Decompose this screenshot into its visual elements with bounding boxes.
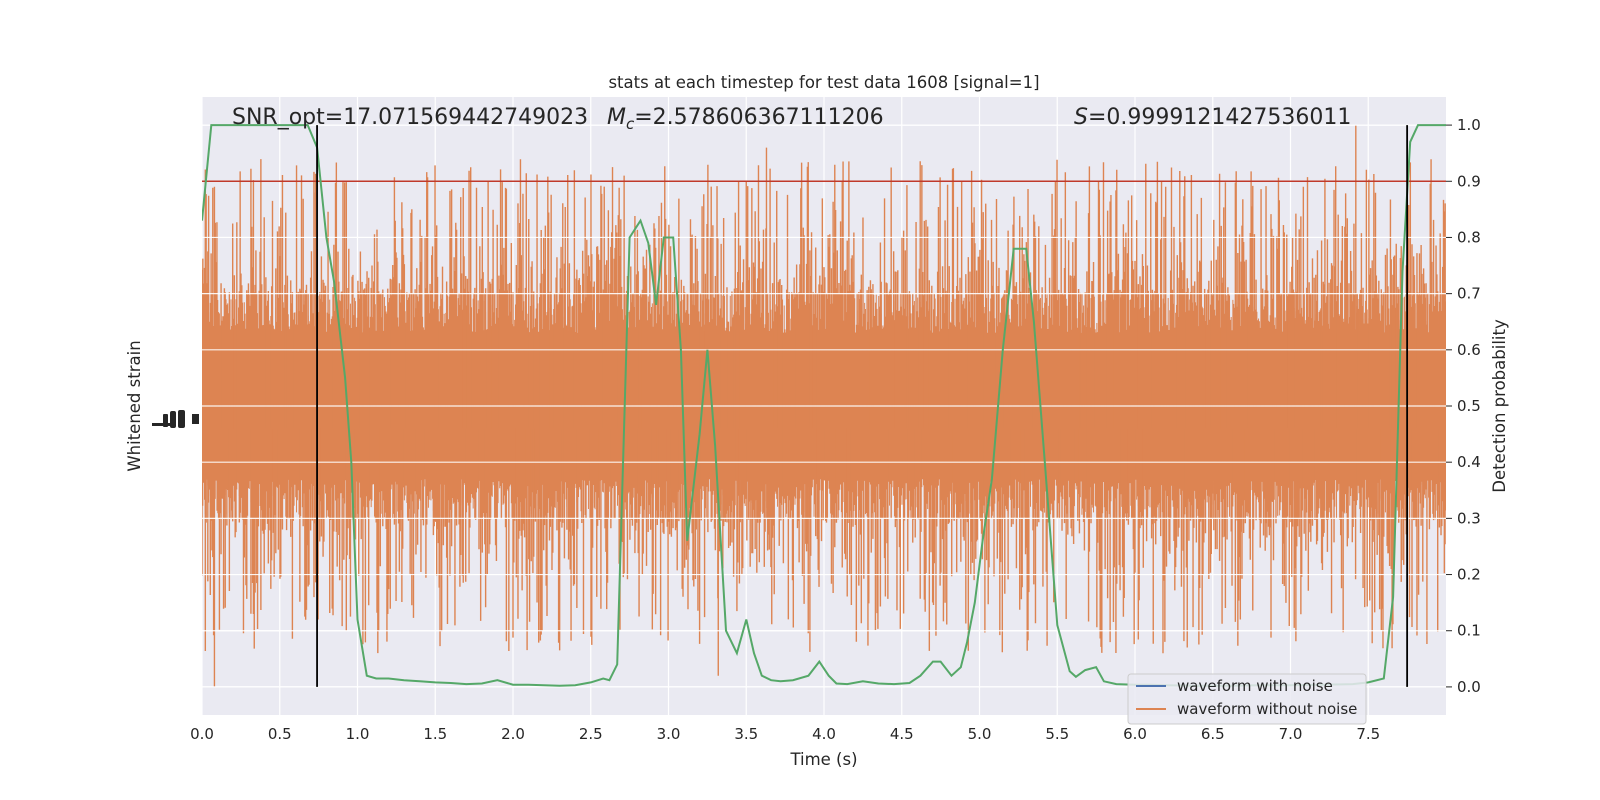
y-tick-label-right: 0.0 — [1457, 678, 1481, 696]
x-tick-label: 6.5 — [1201, 725, 1225, 743]
x-tick-label: 3.0 — [657, 725, 681, 743]
left-axis-overlapping-ticks — [152, 410, 199, 428]
x-tick-label: 5.0 — [968, 725, 992, 743]
detection-statistic-value: =0.9999121427536011 — [1088, 105, 1351, 130]
detection-statistic-annotation: S=0.9999121427536011 — [1074, 105, 1351, 130]
legend-box — [1127, 673, 1367, 725]
y-tick-label-right: 0.3 — [1457, 509, 1481, 527]
y-tick-label-right: 0.2 — [1457, 566, 1481, 584]
legend-label-without-noise: waveform without noise — [1177, 700, 1357, 718]
x-tick-label: 1.0 — [346, 725, 370, 743]
x-tick-label: 0.5 — [268, 725, 292, 743]
chart-title: stats at each timestep for test data 160… — [608, 73, 1039, 92]
y-tick-label-right: 0.7 — [1457, 285, 1481, 303]
x-tick-label: 0.0 — [190, 725, 214, 743]
y-axis-right-label: Detection probability — [1490, 319, 1509, 493]
chirp-mass-value: =2.578606367111206 — [634, 105, 883, 130]
x-tick-label: 1.5 — [423, 725, 447, 743]
chirp-mass-annotation: Mc=2.578606367111206 — [607, 105, 884, 133]
y-tick-label-right: 0.8 — [1457, 228, 1481, 246]
x-axis-ticks: 0.0 0.5 1.0 1.5 2.0 2.5 3.0 3.5 4.0 4.5 5.0 5.5 6.0 6… — [190, 725, 1380, 743]
x-tick-label: 6.0 — [1123, 725, 1147, 743]
x-tick-label: 3.5 — [734, 725, 758, 743]
y-tick-label-right: 1.0 — [1457, 116, 1481, 134]
y-tick-label-right: 0.1 — [1457, 622, 1481, 640]
y-tick-label-right: 0.9 — [1457, 172, 1481, 190]
chirp-mass-symbol: M — [607, 105, 626, 130]
y-axis-right-ticks: 0.0 0.1 0.2 0.3 0.4 0.5 0.6 0.7 0.8 0.9 1.0 — [1446, 116, 1481, 696]
x-tick-label: 7.0 — [1279, 725, 1303, 743]
y-tick-label-right: 0.4 — [1457, 453, 1481, 471]
snr-annotation: SNR_opt=17.071569442749023 — [232, 105, 588, 130]
y-tick-label-right: 0.6 — [1457, 341, 1481, 359]
y-axis-left-label: Whitened strain — [125, 340, 144, 471]
x-axis-label: Time (s) — [789, 750, 857, 769]
legend-label-with-noise: waveform with noise — [1177, 677, 1333, 695]
waveform-without-noise-spikes — [202, 125, 1446, 687]
x-tick-label: 4.5 — [890, 725, 914, 743]
x-tick-label: 2.5 — [579, 725, 603, 743]
x-tick-label: 4.0 — [812, 725, 836, 743]
x-tick-label: 2.0 — [501, 725, 525, 743]
x-tick-label: 5.5 — [1045, 725, 1069, 743]
x-tick-label: 7.5 — [1356, 725, 1380, 743]
detection-statistic-symbol: S — [1074, 105, 1088, 130]
legend: waveform with noise waveform without noi… — [1127, 673, 1367, 725]
event-vertical-lines — [316, 125, 1409, 687]
y-tick-label-right: 0.5 — [1457, 397, 1481, 415]
chirp-mass-subscript: c — [626, 115, 635, 133]
